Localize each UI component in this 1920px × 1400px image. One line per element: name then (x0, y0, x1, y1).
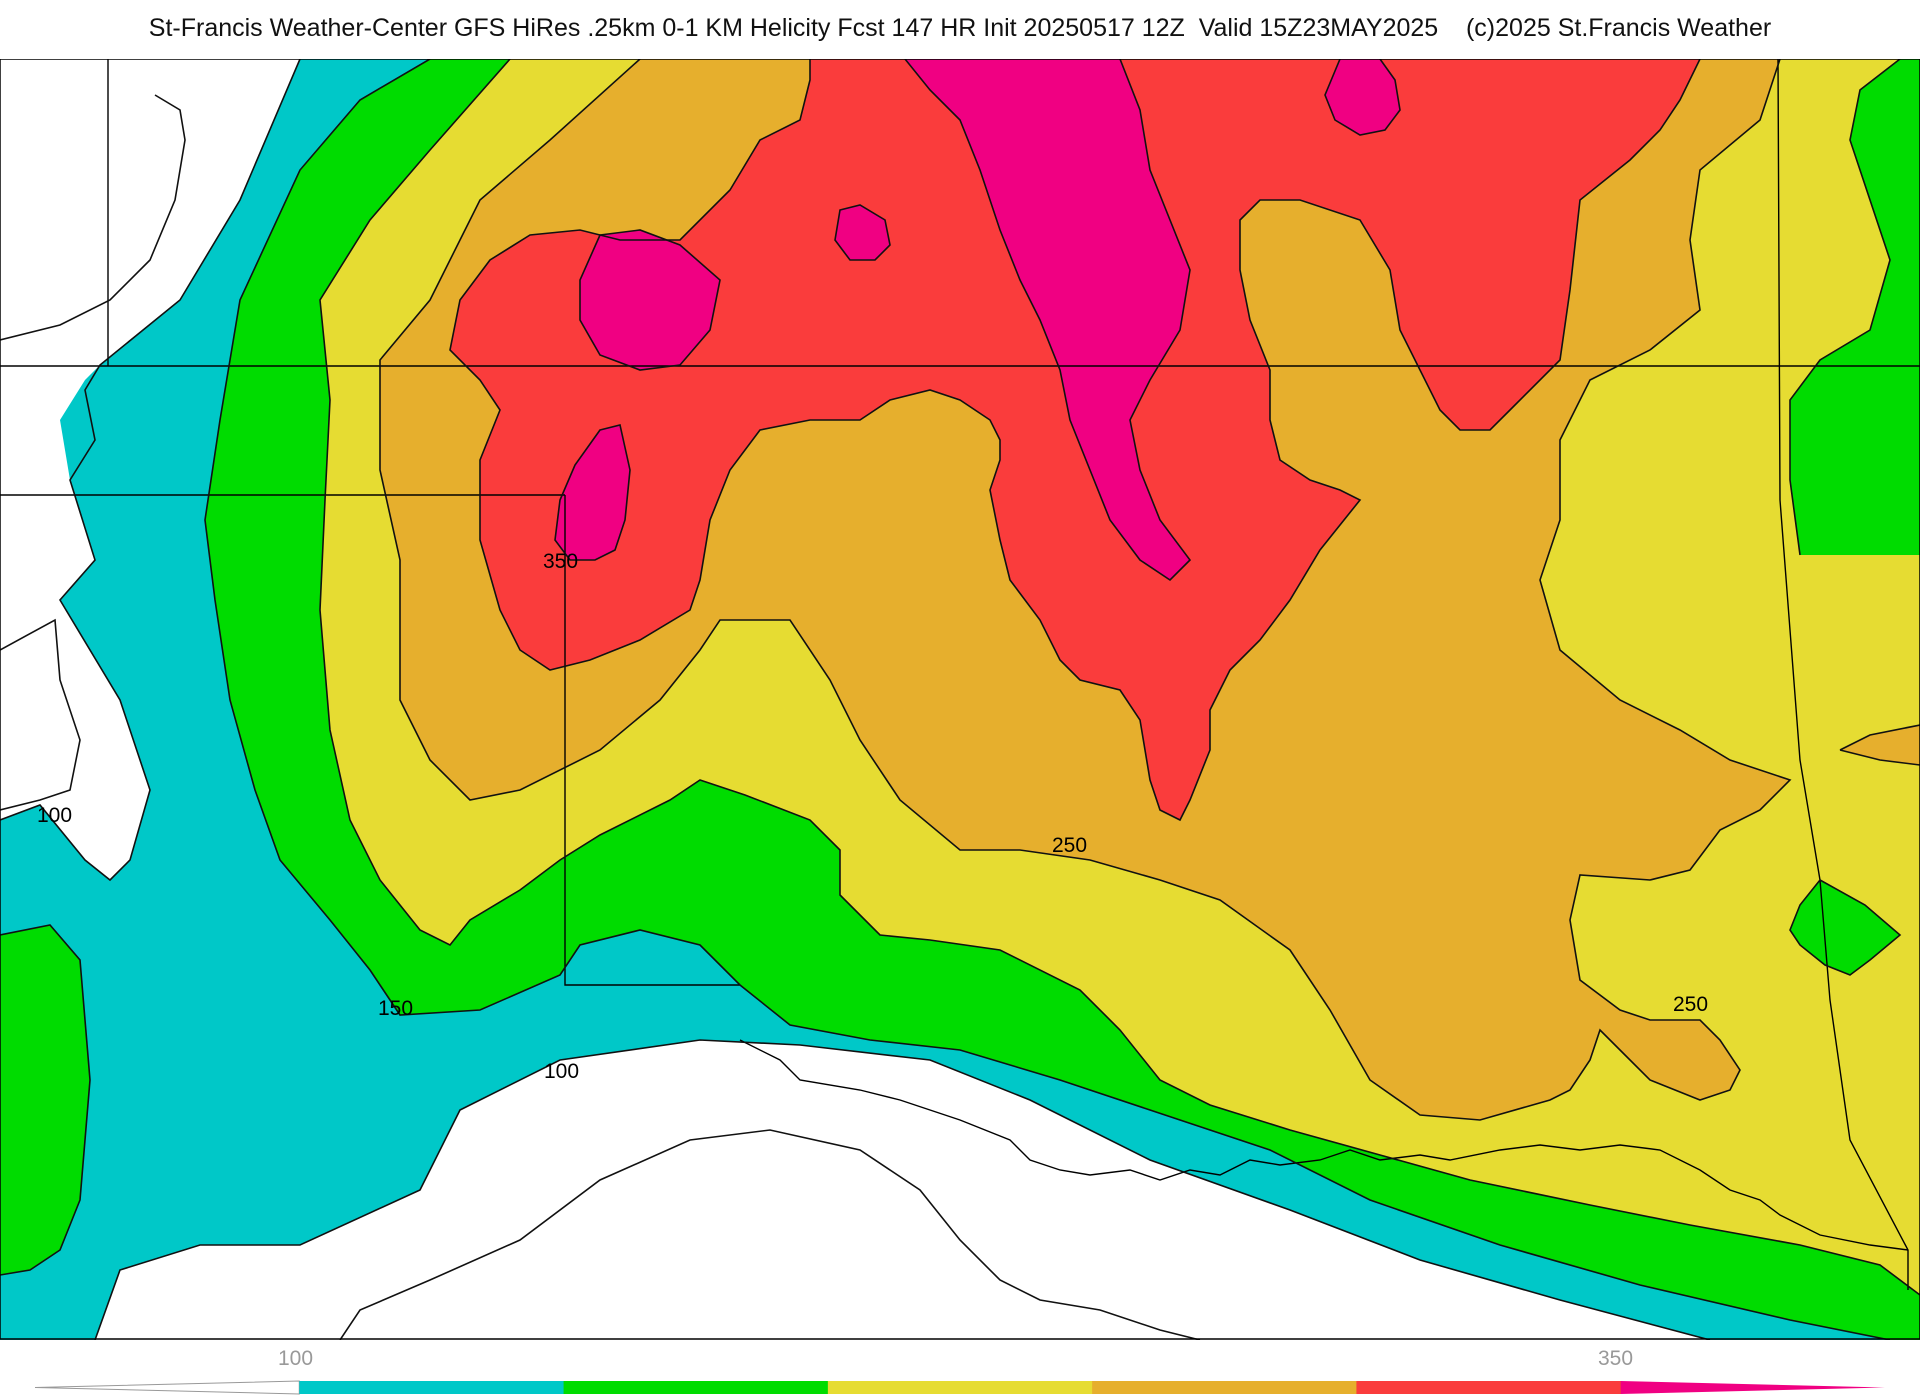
fill-150-200-east (1790, 59, 1920, 555)
colorbar-bins (34, 1380, 1885, 1395)
contour-label-350: 350 (543, 550, 578, 573)
colorbar-bin-100-150 (299, 1381, 565, 1394)
fill-300-350 (450, 59, 1700, 820)
fill-150-200-east-diamond (1790, 880, 1900, 975)
map-frame (0, 59, 1920, 1340)
helicity-map: 350 100 250 150 100 250 (0, 59, 1920, 1340)
fill-350-plus-e (555, 425, 630, 560)
colorbar-bin-200-250 (827, 1381, 1093, 1394)
colorbar-bin-350-plus (1620, 1381, 1885, 1394)
contour-lines (0, 59, 1920, 1340)
colorbar-tick-350: 350 (1598, 1347, 1633, 1370)
political-borders (0, 59, 1920, 1290)
colorbar-tick-100: 100 (278, 1347, 313, 1370)
fill-350-plus-b (580, 230, 720, 370)
colorbar-bin-below-100 (34, 1380, 300, 1395)
colorbar-bin-150-200 (563, 1381, 829, 1394)
fill-150-200-east-left (0, 925, 90, 1275)
contour-label-100-west: 100 (37, 804, 72, 827)
contour-label-250-east: 250 (1673, 993, 1708, 1016)
colorbar-bin-250-300 (1092, 1381, 1357, 1394)
colorbar-bin-300-350 (1356, 1381, 1622, 1394)
colorbar: 100 350 (34, 1347, 1885, 1395)
fill-350-plus-c (835, 205, 890, 260)
contour-label-150: 150 (378, 997, 413, 1020)
fill-350-plus-d (1325, 59, 1400, 135)
fill-350-plus-a (905, 59, 1190, 580)
contour-label-250-center: 250 (1052, 834, 1087, 857)
contour-label-100-south: 100 (544, 1060, 579, 1083)
map-title: St-Francis Weather-Center GFS HiRes .25k… (148, 14, 1772, 42)
